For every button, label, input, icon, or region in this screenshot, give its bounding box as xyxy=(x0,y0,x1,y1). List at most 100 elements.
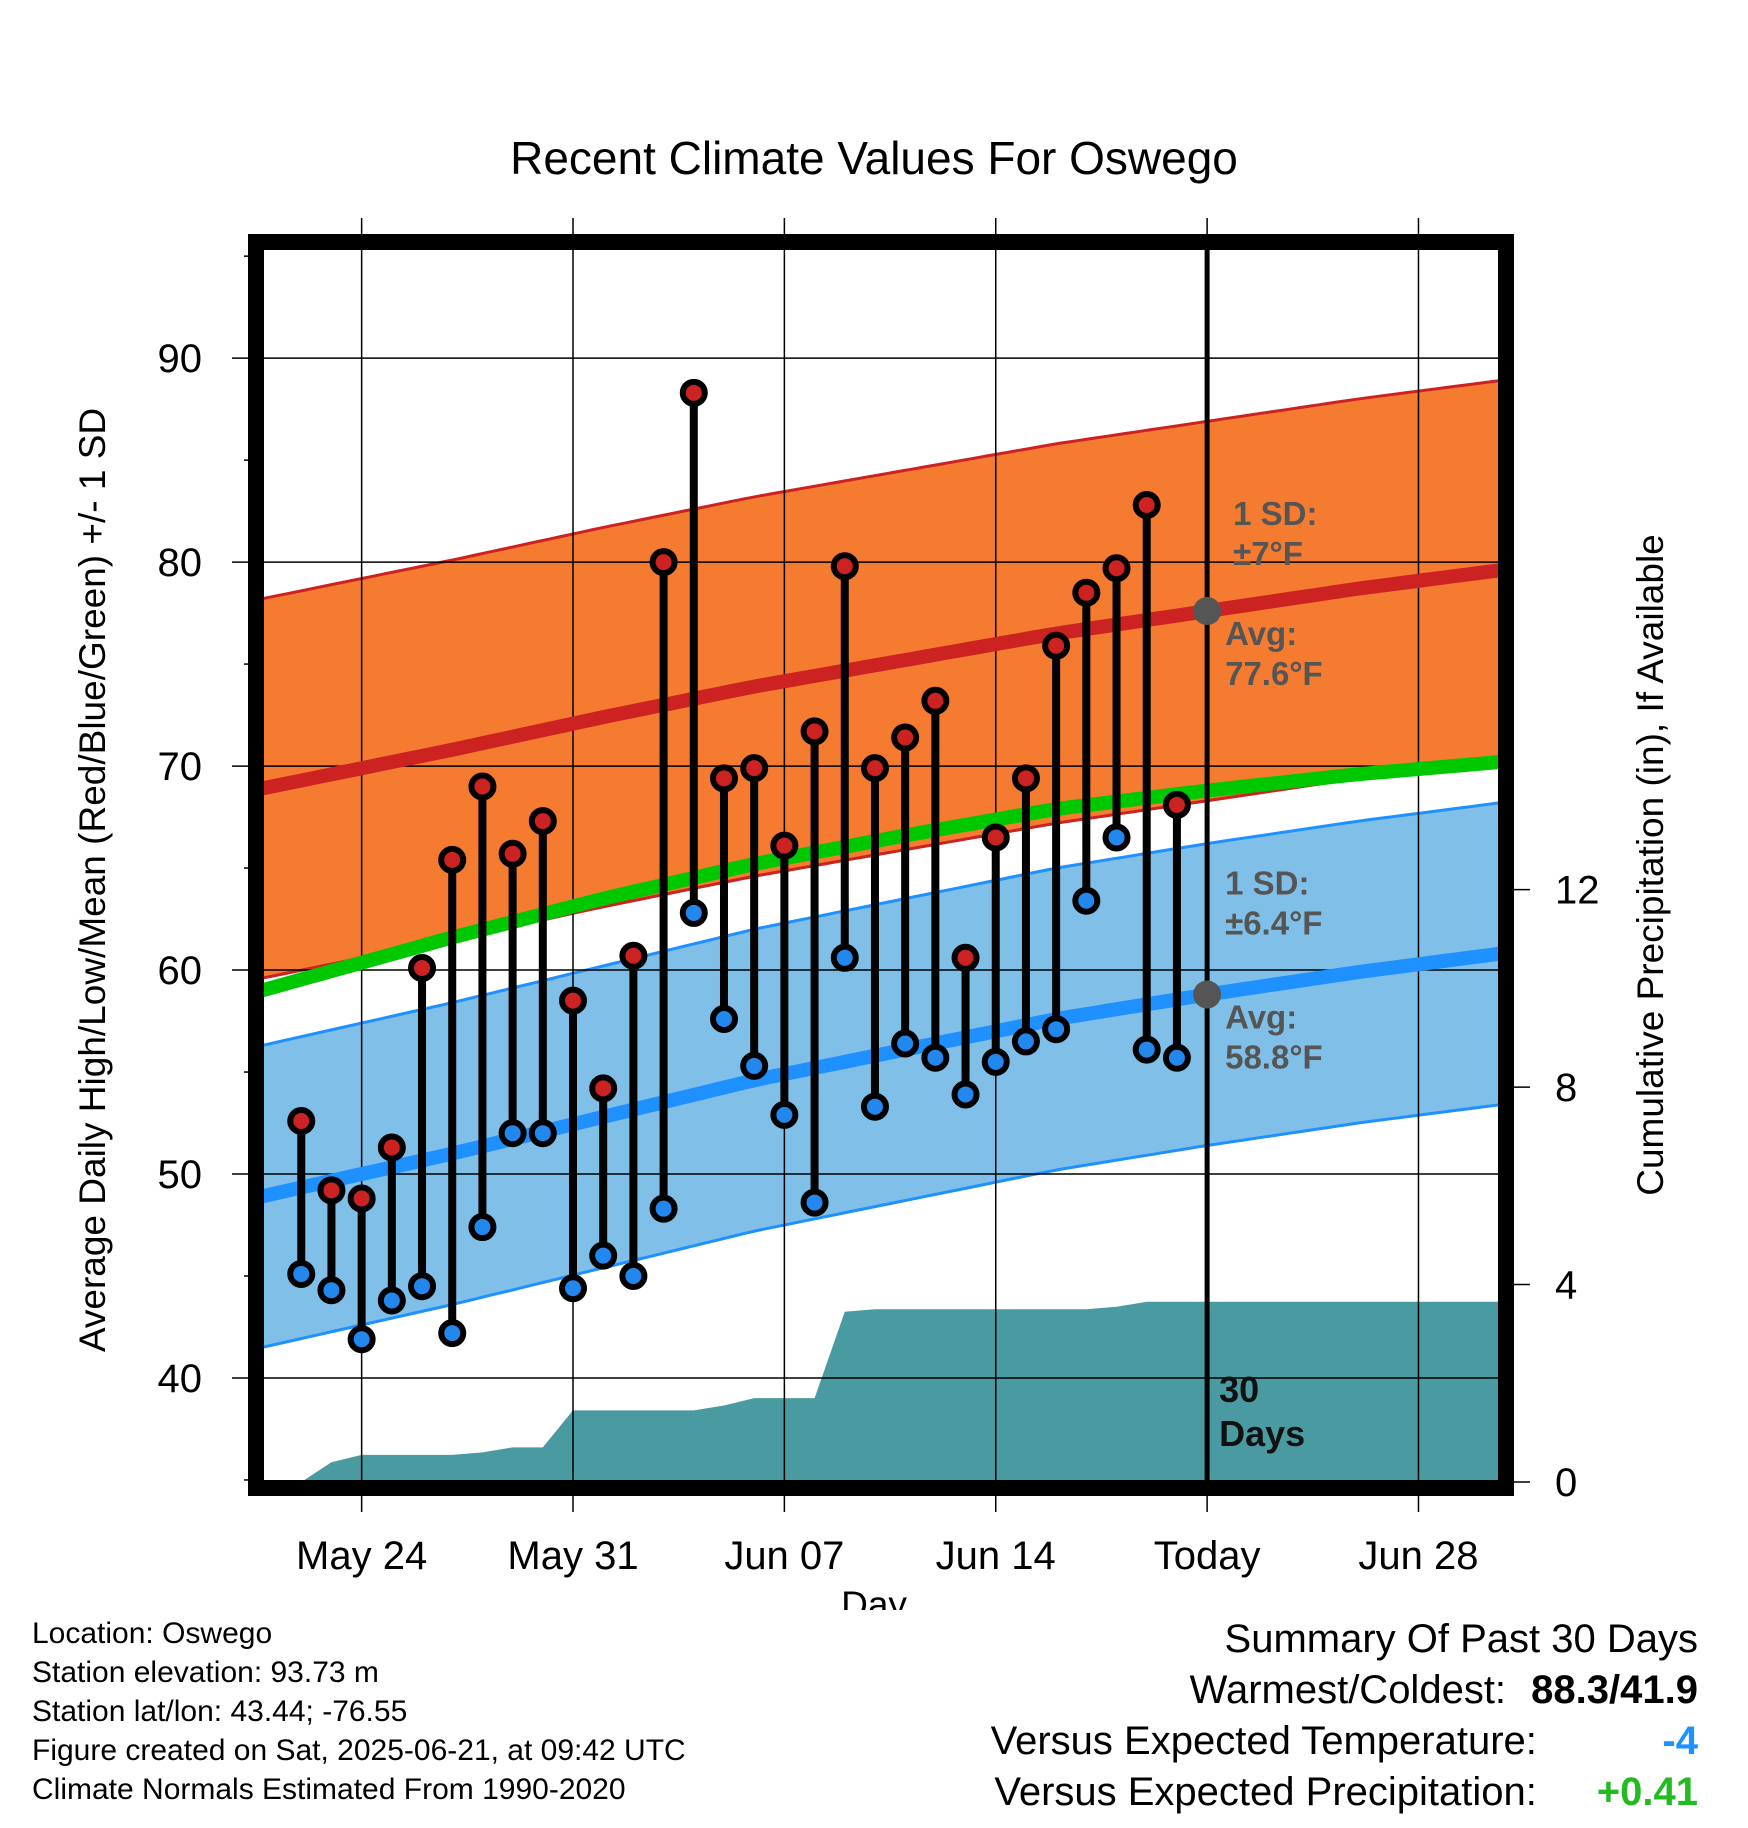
high-sd-label: 1 SD: xyxy=(1233,495,1317,532)
low-sd-value: ±6.4°F xyxy=(1225,905,1322,942)
window-days-number: 30 xyxy=(1219,1369,1259,1410)
avg-mean-line xyxy=(262,755,1500,998)
daily-low-point xyxy=(921,1043,950,1072)
y-tick-label-right: 8 xyxy=(1555,1066,1577,1110)
daily-high-point xyxy=(800,717,829,746)
daily-high-point xyxy=(498,839,527,868)
daily-low-point xyxy=(1132,1035,1161,1064)
daily-high-point xyxy=(860,754,889,783)
daily-low-point xyxy=(709,1004,738,1033)
normals-text: Climate Normals Estimated From 1990-2020 xyxy=(32,1773,626,1806)
daily-high-point xyxy=(1132,490,1161,519)
daily-high-point xyxy=(528,807,557,836)
window-days-unit: Days xyxy=(1219,1413,1305,1454)
high-avg-label: Avg: xyxy=(1225,615,1297,652)
precipitation-area xyxy=(301,1301,1500,1482)
daily-low-point xyxy=(830,943,859,972)
y-tick-label-right: 0 xyxy=(1555,1461,1577,1505)
daily-low-point xyxy=(1162,1043,1191,1072)
x-tick-label: Jun 07 xyxy=(724,1534,844,1578)
daily-high-point xyxy=(1042,631,1071,660)
created-text: Figure created on Sat, 2025-06-21, at 09… xyxy=(32,1734,686,1767)
daily-low-point xyxy=(679,898,708,927)
daily-high-point xyxy=(408,954,437,983)
low-sd-label: 1 SD: xyxy=(1225,865,1309,902)
elevation-text: Station elevation: 93.73 m xyxy=(32,1656,379,1689)
low-avg-value: 58.8°F xyxy=(1225,1039,1323,1076)
avg-low-line xyxy=(262,946,1500,1204)
warm-cold-value: 88.3/41.9 xyxy=(1531,1668,1698,1712)
plot-inner xyxy=(262,248,1500,1482)
x-tick-label: May 31 xyxy=(507,1534,638,1578)
high-sd-band xyxy=(262,380,1500,979)
daily-low-point xyxy=(1011,1027,1040,1056)
x-tick-label: Today xyxy=(1154,1534,1261,1578)
y-tick-label-right: 12 xyxy=(1555,869,1600,913)
daily-low-point xyxy=(377,1286,406,1315)
daily-high-point xyxy=(347,1184,376,1213)
y-tick-label-left: 90 xyxy=(158,337,203,381)
warm-cold-label: Warmest/Coldest: xyxy=(1189,1668,1507,1712)
daily-high-point xyxy=(951,943,980,972)
daily-low-point xyxy=(1042,1015,1071,1044)
daily-high-point xyxy=(589,1074,618,1103)
daily-low-point xyxy=(800,1188,829,1217)
daily-low-point xyxy=(317,1276,346,1305)
summary-precip: Versus Expected Precipitation: +0.41 xyxy=(991,1767,1698,1818)
daily-low-point xyxy=(951,1080,980,1109)
daily-high-point xyxy=(649,548,678,577)
daily-low-point xyxy=(528,1119,557,1148)
y-axis-label-left: Average Daily High/Low/Mean (Red/Blue/Gr… xyxy=(72,408,113,1352)
y-tick-label-left: 70 xyxy=(158,745,203,789)
y-tick-label-left: 40 xyxy=(158,1357,203,1401)
climate-chart: Recent Climate Values For Oswego 1 SD:±7… xyxy=(72,132,1671,1610)
summary-temp: Versus Expected Temperature: -4 xyxy=(991,1716,1698,1767)
x-tick-label: May 24 xyxy=(296,1534,427,1578)
daily-high-point xyxy=(891,723,920,752)
summary-panel: Summary Of Past 30 Days Warmest/Coldest:… xyxy=(991,1614,1698,1818)
daily-low-point xyxy=(649,1194,678,1223)
daily-low-point xyxy=(619,1261,648,1290)
summary-warm-cold: Warmest/Coldest: 88.3/41.9 xyxy=(991,1665,1698,1716)
daily-low-point xyxy=(1072,886,1101,915)
precip-value: +0.41 xyxy=(1596,1770,1698,1814)
daily-high-point xyxy=(438,845,467,874)
plot-frame xyxy=(248,234,1514,1496)
daily-high-point xyxy=(770,831,799,860)
daily-high-point xyxy=(921,686,950,715)
daily-high-point xyxy=(981,823,1010,852)
daily-high-point xyxy=(1011,764,1040,793)
y-tick-label-left: 60 xyxy=(158,949,203,993)
daily-low-point xyxy=(408,1272,437,1301)
high-band-upper-edge xyxy=(262,379,1500,601)
daily-low-point xyxy=(498,1119,527,1148)
daily-high-point xyxy=(1162,790,1191,819)
today-avg-high-marker xyxy=(1193,597,1222,626)
temp-label: Versus Expected Temperature: xyxy=(990,1719,1537,1763)
chart-title: Recent Climate Values For Oswego xyxy=(510,132,1238,184)
daily-low-point xyxy=(770,1100,799,1129)
avg-high-line xyxy=(262,563,1500,796)
summary-heading: Summary Of Past 30 Days xyxy=(1224,1617,1698,1661)
x-axis-label: Day xyxy=(841,1584,907,1610)
daily-low-point xyxy=(287,1259,316,1288)
y-axis-label-right: Cumulative Precipitation (in), If Availa… xyxy=(1630,534,1671,1196)
low-band-lower-edge xyxy=(262,1103,1500,1349)
daily-high-point xyxy=(1102,554,1131,583)
daily-low-point xyxy=(1102,823,1131,852)
daily-high-point xyxy=(830,552,859,581)
precip-label: Versus Expected Precipitation: xyxy=(994,1770,1537,1814)
daily-low-point xyxy=(860,1092,889,1121)
daily-low-point xyxy=(438,1319,467,1348)
low-avg-label: Avg: xyxy=(1225,999,1297,1036)
daily-high-point xyxy=(317,1176,346,1205)
temp-value: -4 xyxy=(1662,1719,1698,1763)
daily-high-point xyxy=(709,764,738,793)
high-sd-value: ±7°F xyxy=(1233,535,1303,572)
today-avg-low-marker xyxy=(1193,980,1222,1009)
x-tick-label: Jun 14 xyxy=(936,1534,1056,1578)
y-tick-label-left: 50 xyxy=(158,1153,203,1197)
location-text: Location: Oswego xyxy=(32,1617,273,1650)
daily-low-point xyxy=(981,1047,1010,1076)
